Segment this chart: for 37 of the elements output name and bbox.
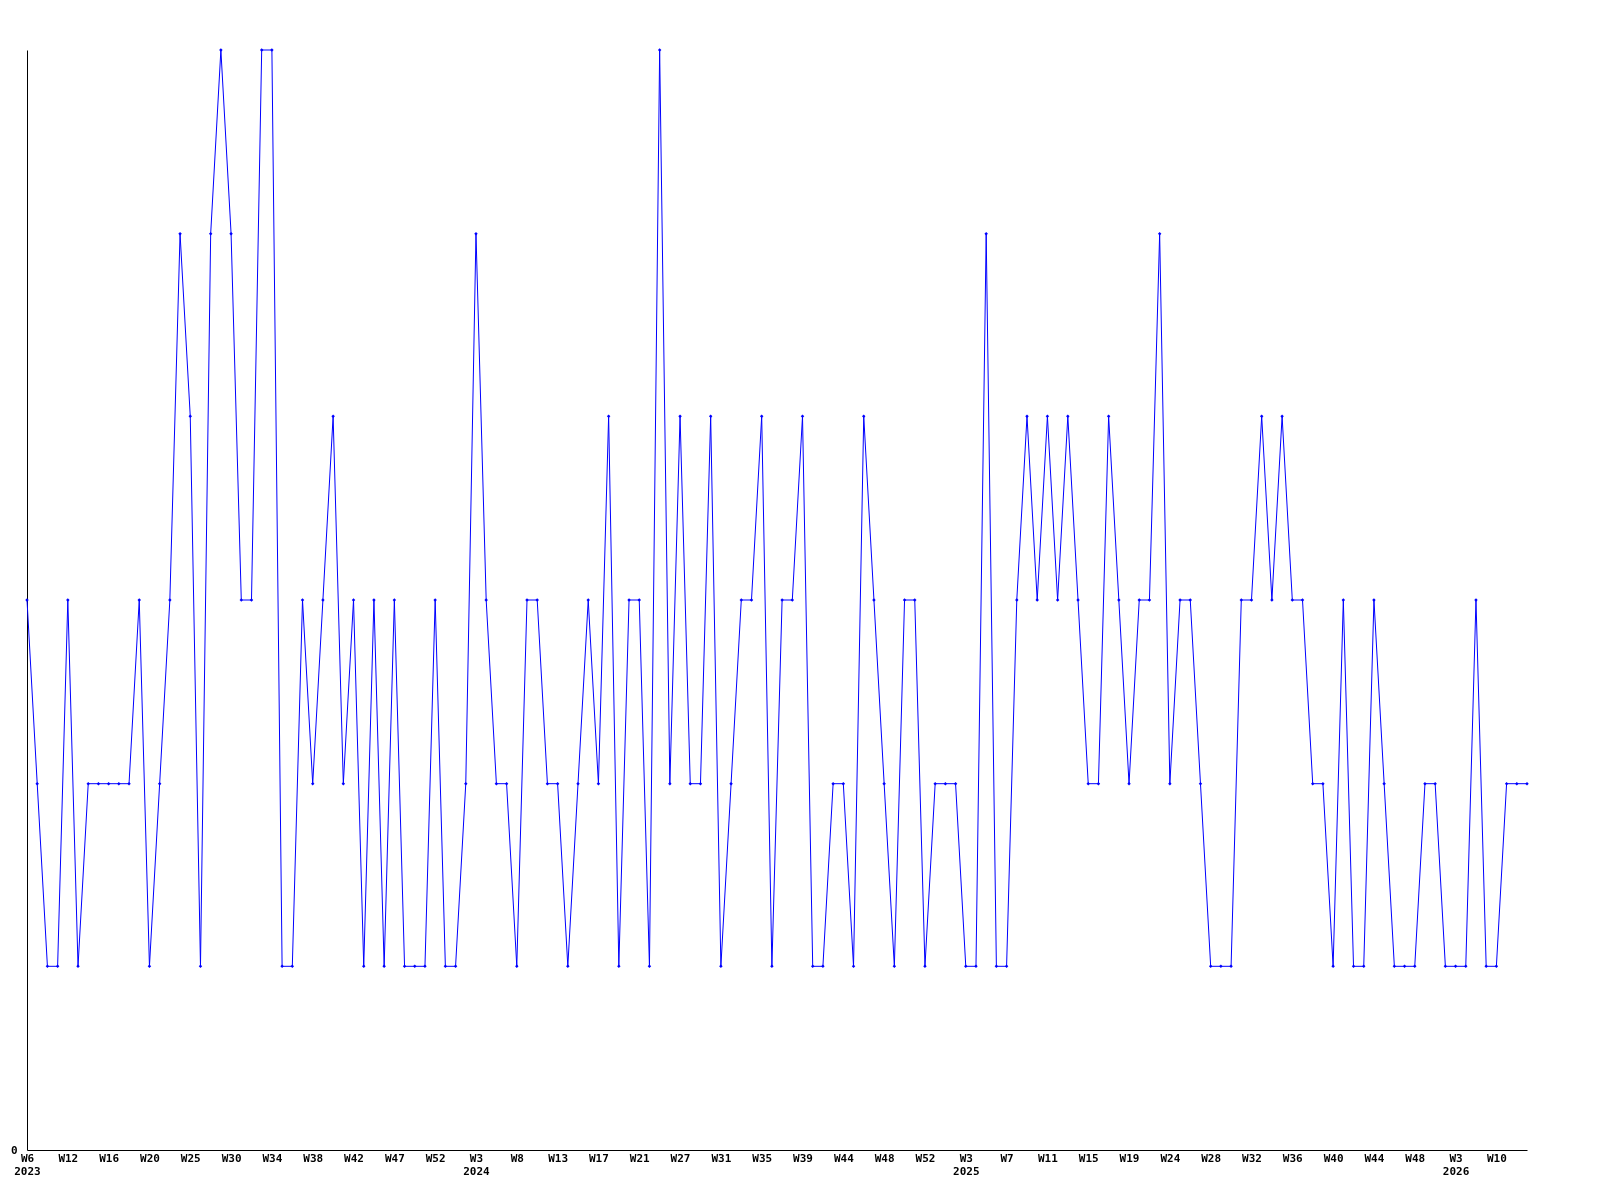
text: 0 [10, 1143, 18, 1157]
x-tick-label: W17 [588, 1151, 609, 1165]
x-tick-label: W15 [1078, 1151, 1099, 1165]
x-tick-label: W35 [752, 1151, 773, 1165]
x-tick-label: W12 [58, 1151, 79, 1165]
x-tick-label: W44 [1364, 1151, 1385, 1165]
x-tick-label: W10 [1486, 1151, 1507, 1165]
x-tick-label: W13 [548, 1151, 569, 1165]
x-tick-label: W16 [99, 1151, 120, 1165]
x-tick-label: W40 [1323, 1151, 1344, 1165]
x-tick-label: W32 [1242, 1151, 1262, 1165]
x-tick-label: W28 [1201, 1151, 1222, 1165]
x-tick-label: W36 [1282, 1151, 1304, 1165]
x-tick-label: W48 [874, 1151, 895, 1165]
x-tick-label: W38 [303, 1151, 324, 1165]
x-tick-label: W47 [384, 1151, 405, 1165]
x-tick-label: W7 [1000, 1151, 1014, 1165]
x-tick-label: W24 [1160, 1151, 1181, 1165]
x-tick-label: W39 [793, 1151, 813, 1165]
x-tick-label: W11 [1037, 1151, 1059, 1165]
x-tick-label: W19 [1119, 1151, 1140, 1165]
x-tick-label: W42 [344, 1151, 364, 1165]
x-tick-label: W52 [425, 1151, 446, 1165]
x-tick-label: W27 [670, 1151, 691, 1165]
x-tick-label: W30 [221, 1151, 242, 1165]
x-tick-label: W25 [180, 1151, 201, 1165]
x-tick-label: W48 [1405, 1151, 1426, 1165]
x-tick-label: W21 [629, 1151, 651, 1165]
x-tick-label: W3 2024 [463, 1151, 491, 1178]
x-tick-label: W44 [833, 1151, 855, 1165]
x-tick-label: W3 2026 [1442, 1151, 1470, 1178]
x-tick-label: W8 [510, 1151, 524, 1165]
x-tick-label: W34 [262, 1151, 283, 1165]
x-tick-label: W31 [711, 1151, 732, 1165]
x-tick-label: W3 2025 [953, 1151, 980, 1178]
x-tick-label: W20 [140, 1151, 160, 1165]
x-tick-label: W52 [915, 1151, 936, 1165]
